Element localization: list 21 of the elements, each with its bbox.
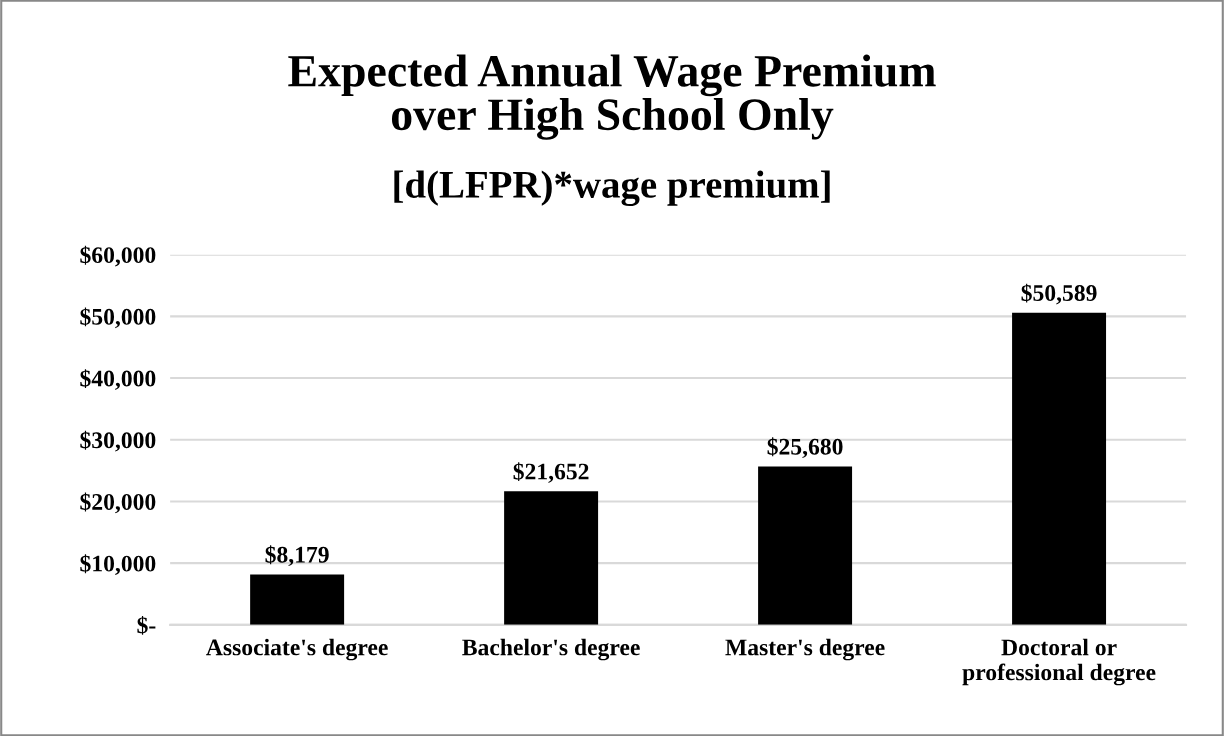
data-label: $8,179 [265,545,329,567]
x-tick-label: Master's degree [725,638,885,661]
data-label: $50,589 [1021,283,1097,305]
x-tick-label: Associate's degree [206,638,388,661]
x-tick-label: Doctoral or professional degree [962,638,1156,686]
chart-title: Expected Annual Wage Premium over High School Only [288,54,936,140]
x-tick-label: Bachelor's degree [462,638,640,661]
y-tick-label: $40,000 [80,369,156,390]
bar [504,491,599,625]
y-tick-label: $- [137,615,156,635]
y-tick-label: $60,000 [80,245,156,267]
chart-subtitle: [d(LFPR)*wage premium] [394,170,830,207]
y-tick-label: $20,000 [80,492,156,514]
bar [758,466,853,625]
data-label: $21,652 [513,462,589,483]
y-tick-label: $10,000 [80,554,156,576]
y-tick-label: $50,000 [80,307,156,329]
bar [250,574,345,625]
bar [1012,312,1107,625]
y-tick-label: $30,000 [80,430,156,452]
data-label: $25,680 [767,437,843,459]
